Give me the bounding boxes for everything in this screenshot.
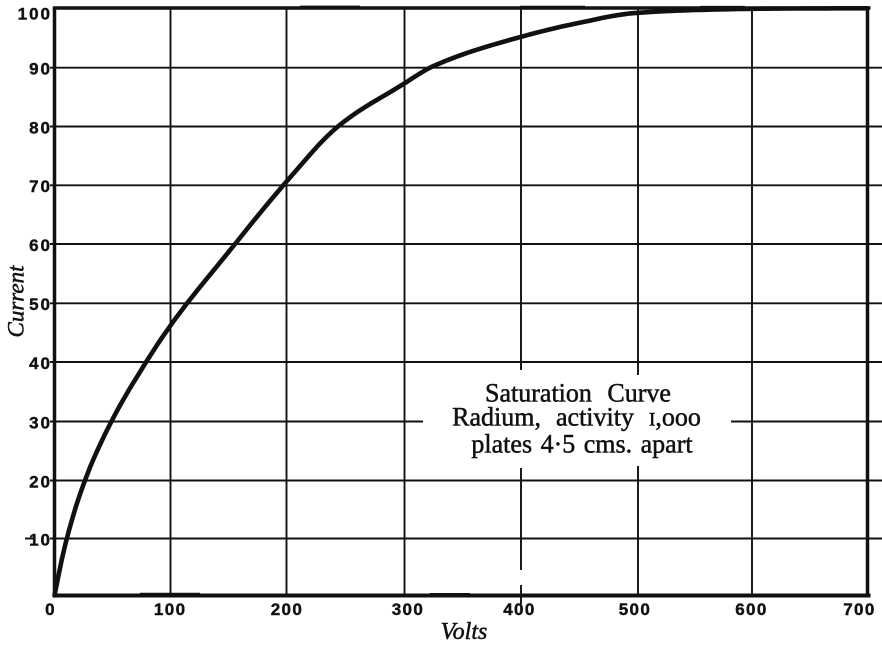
svg-text:100: 100 bbox=[154, 600, 187, 619]
svg-text:500: 500 bbox=[619, 600, 652, 619]
svg-text:40: 40 bbox=[29, 354, 52, 373]
svg-text:10: 10 bbox=[29, 530, 52, 549]
svg-text:200: 200 bbox=[271, 600, 304, 619]
svg-text:30: 30 bbox=[29, 414, 52, 433]
svg-text:50: 50 bbox=[29, 295, 52, 314]
svg-text:100: 100 bbox=[18, 5, 52, 24]
svg-text:Volts: Volts bbox=[441, 619, 488, 645]
svg-text:Current: Current bbox=[4, 265, 29, 338]
svg-text:Saturation Curve: Saturation Curve bbox=[485, 379, 671, 408]
svg-text:70: 70 bbox=[29, 177, 52, 196]
svg-text:0: 0 bbox=[45, 600, 56, 619]
svg-text:600: 600 bbox=[735, 600, 768, 619]
svg-text:400: 400 bbox=[503, 600, 536, 619]
svg-text:plates 4·5 cms. apart: plates 4·5 cms. apart bbox=[471, 430, 693, 459]
svg-text:80: 80 bbox=[29, 119, 52, 138]
svg-text:300: 300 bbox=[392, 600, 425, 619]
svg-text:700: 700 bbox=[843, 600, 876, 619]
svg-text:90: 90 bbox=[29, 60, 52, 79]
svg-text:20: 20 bbox=[29, 472, 52, 491]
svg-text:Radium, activity I,ooo: Radium, activity I,ooo bbox=[452, 403, 701, 432]
svg-text:60: 60 bbox=[29, 236, 52, 255]
